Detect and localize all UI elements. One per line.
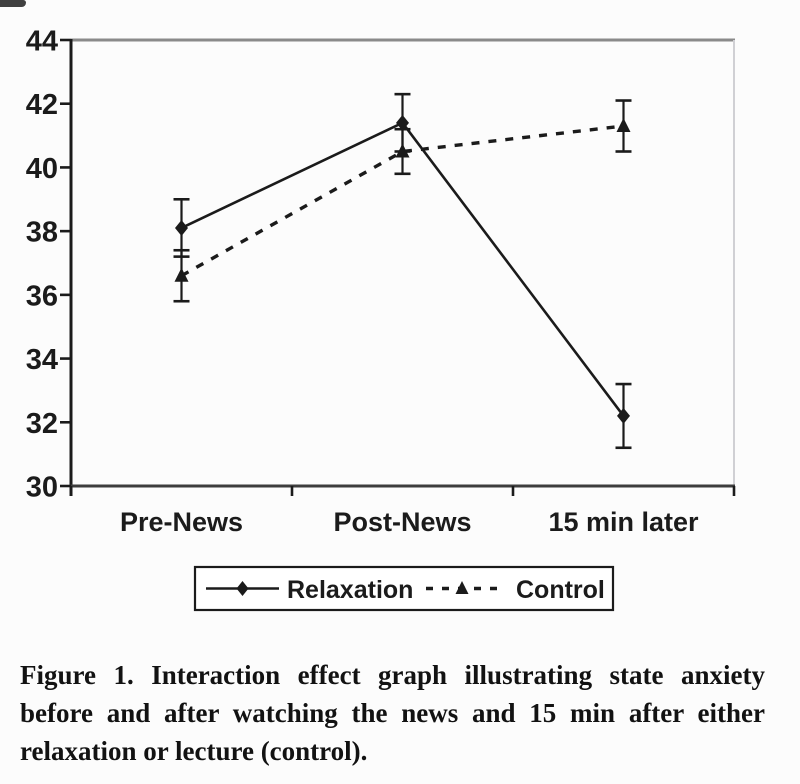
x-category-label: 15 min later <box>548 507 699 537</box>
y-tick-label: 36 <box>26 280 58 312</box>
legend-marker-diamond <box>236 581 249 596</box>
y-tick-label: 38 <box>26 217 58 249</box>
legend-label-relaxation: Relaxation <box>287 576 413 604</box>
chart-svg: 30 32 34 36 38 40 42 44 Pre-News Post-News 15 min … <box>26 26 736 612</box>
data-point-relaxation <box>617 407 630 424</box>
data-point-control <box>174 267 189 282</box>
caption-line: relaxation or lecture (control). <box>20 736 368 766</box>
y-tick-label: 42 <box>26 89 58 121</box>
legend-label-control: Control <box>516 576 605 604</box>
anxiety-line-chart: 30 32 34 36 38 40 42 44 Pre-News Post-News 15 min … <box>26 26 736 612</box>
y-tick-label: 44 <box>26 26 58 58</box>
caption-line: Figure 1. Interaction effect graph illus… <box>20 660 765 690</box>
data-point-control <box>395 143 410 158</box>
caption-line: before and after watching the news and 1… <box>20 698 765 728</box>
y-tick-label: 34 <box>26 344 58 376</box>
x-category-label: Pre-News <box>120 507 243 537</box>
legend-marker-triangle <box>455 581 469 594</box>
y-tick-label: 32 <box>26 408 58 440</box>
figure-caption: Figure 1. Interaction effect graph illus… <box>20 656 765 770</box>
scan-artifact <box>0 0 26 7</box>
data-point-control <box>616 118 631 133</box>
y-tick-label: 30 <box>26 472 58 504</box>
data-point-relaxation <box>396 114 409 131</box>
y-tick-label: 40 <box>26 153 58 185</box>
data-point-relaxation <box>175 219 188 236</box>
x-category-label: Post-News <box>333 507 471 537</box>
